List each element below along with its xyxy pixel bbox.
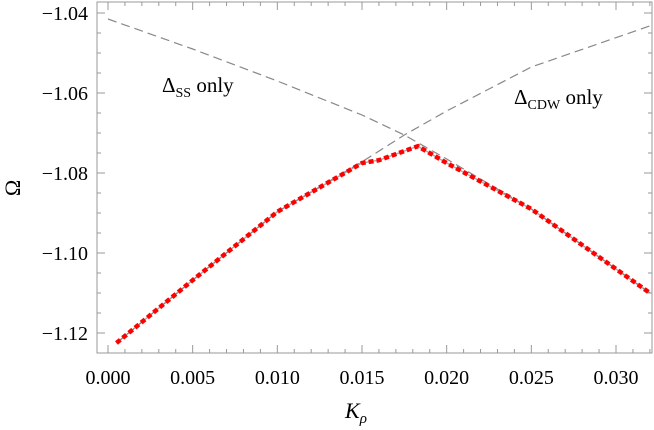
series-cdw-only	[116, 23, 654, 344]
y-tick-label: −1.12	[42, 323, 88, 345]
y-tick-label: −1.06	[42, 83, 88, 105]
annotation-cdw: ΔCDW only	[514, 85, 603, 113]
y-axis-label: Ω	[0, 180, 25, 196]
combined-base-line	[115, 145, 651, 344]
y-tick-label: −1.04	[42, 3, 88, 25]
x-tick-label: 0.020	[424, 367, 469, 389]
x-tick-label: 0.000	[86, 367, 131, 389]
x-tick-label: 0.015	[340, 367, 385, 389]
y-tick-label: −1.10	[42, 243, 88, 265]
x-tick-label: 0.005	[170, 367, 215, 389]
annotation-ss: ΔSS only	[162, 73, 234, 101]
x-tick-label: 0.010	[255, 367, 300, 389]
x-tick-label: 0.025	[509, 367, 554, 389]
x-axis-label: Kρ	[344, 398, 367, 427]
series-ss-only	[107, 18, 651, 294]
plot-frame	[96, 1, 653, 354]
series-combined	[115, 143, 652, 345]
y-tick-label: −1.08	[42, 163, 88, 185]
x-tick-label: 0.030	[594, 367, 639, 389]
